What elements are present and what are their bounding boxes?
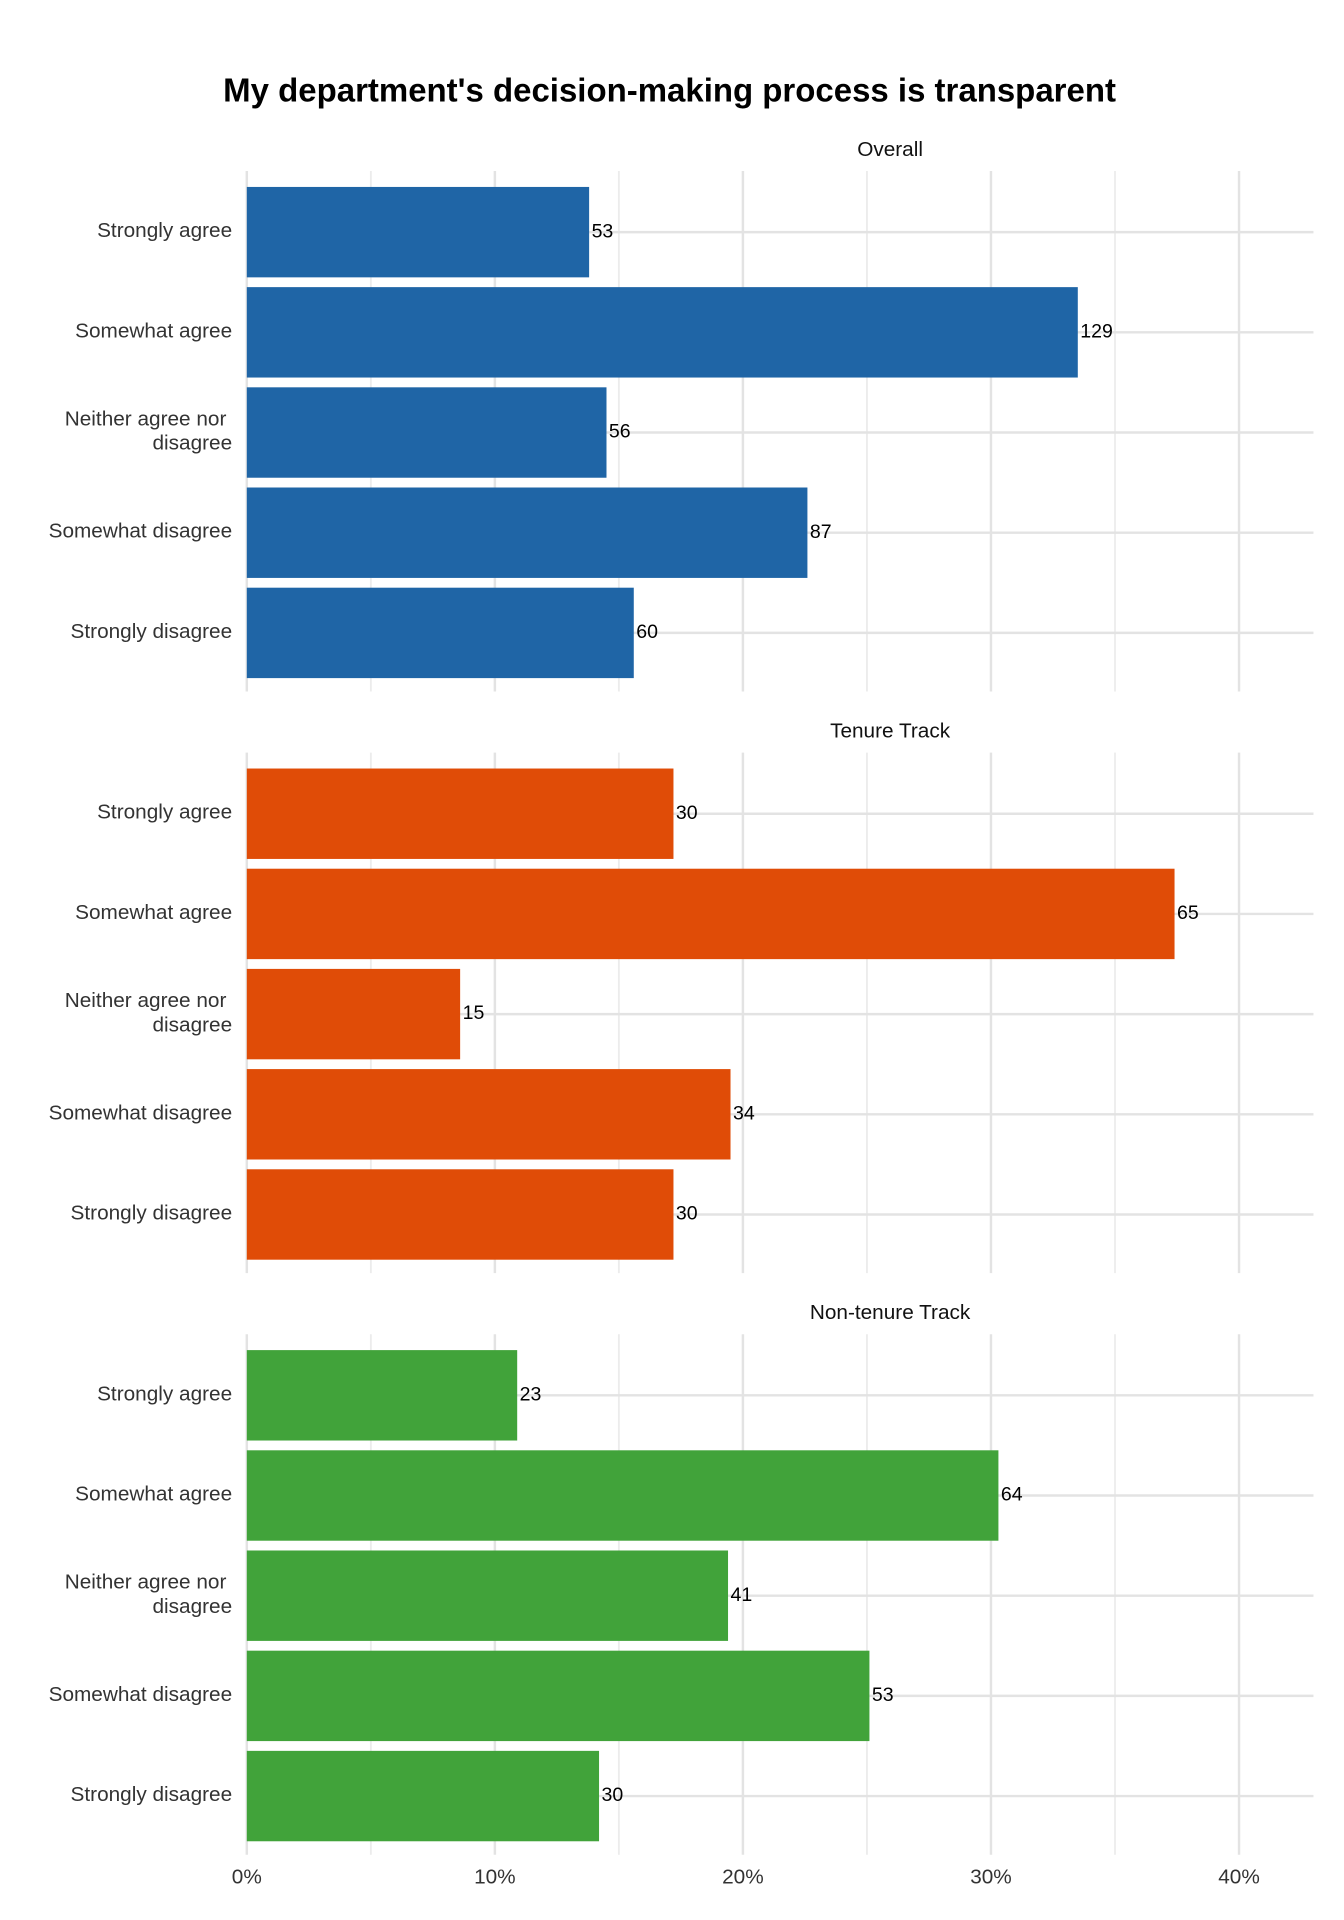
value-label: 15: [463, 1002, 485, 1024]
y-tick-label: Somewhat disagree: [49, 1683, 233, 1706]
x-tick-label: 0%: [232, 1865, 262, 1888]
y-tick-label: Somewhat agree: [75, 1483, 232, 1506]
y-tick-label: Strongly disagree: [71, 1202, 233, 1225]
x-tick-label: 20%: [722, 1865, 764, 1888]
bar: [246, 1169, 674, 1260]
value-label: 30: [676, 1203, 698, 1225]
strip-label: Non-tenure Track: [810, 1301, 971, 1324]
bar: [246, 1350, 518, 1441]
strip-label: Tenure Track: [830, 719, 951, 742]
value-label: 64: [1001, 1484, 1023, 1506]
y-tick-label: Neither agree nor disagree: [65, 1571, 232, 1618]
chart-title: My department's decision-making process …: [223, 72, 1116, 109]
y-tick-label: Neither agree nor disagree: [65, 989, 232, 1036]
y-tick-label: Strongly agree: [97, 1383, 232, 1406]
value-label: 30: [676, 802, 698, 824]
y-tick-label: Strongly agree: [97, 801, 232, 824]
x-tick-label: 30%: [970, 1865, 1012, 1888]
value-label: 87: [810, 521, 832, 543]
value-label: 41: [730, 1584, 752, 1606]
value-label: 30: [601, 1784, 623, 1806]
bar: [246, 387, 607, 478]
value-label: 53: [872, 1684, 894, 1706]
bar: [246, 186, 590, 278]
x-tick-label: 10%: [474, 1865, 516, 1888]
value-label: 129: [1080, 320, 1113, 342]
y-tick-label: Somewhat disagree: [49, 520, 233, 543]
bar: [246, 1550, 729, 1641]
bar: [246, 587, 634, 679]
bar: [246, 1450, 999, 1541]
bar: [246, 287, 1078, 378]
bar: [246, 1069, 731, 1160]
y-tick-label: Neither agree nor disagree: [65, 408, 232, 455]
bar: [246, 1750, 600, 1842]
value-label: 65: [1177, 902, 1199, 924]
y-tick-label: Somewhat agree: [75, 320, 232, 343]
value-label: 23: [520, 1383, 542, 1405]
bar: [246, 968, 461, 1060]
value-label: 34: [733, 1102, 755, 1124]
x-tick-label: 40%: [1218, 1865, 1260, 1888]
y-tick-label: Strongly disagree: [71, 1784, 233, 1807]
value-label: 60: [636, 621, 658, 643]
bar: [246, 1650, 870, 1742]
y-tick-label: Somewhat agree: [75, 901, 232, 924]
bar: [246, 487, 808, 578]
value-label: 56: [609, 421, 631, 443]
value-label: 53: [592, 220, 614, 242]
bar: [246, 868, 1175, 960]
y-tick-label: Strongly agree: [97, 220, 232, 243]
y-tick-label: Strongly disagree: [71, 620, 233, 643]
bar: [246, 768, 674, 859]
strip-label: Overall: [857, 138, 923, 161]
y-tick-label: Somewhat disagree: [49, 1102, 233, 1125]
